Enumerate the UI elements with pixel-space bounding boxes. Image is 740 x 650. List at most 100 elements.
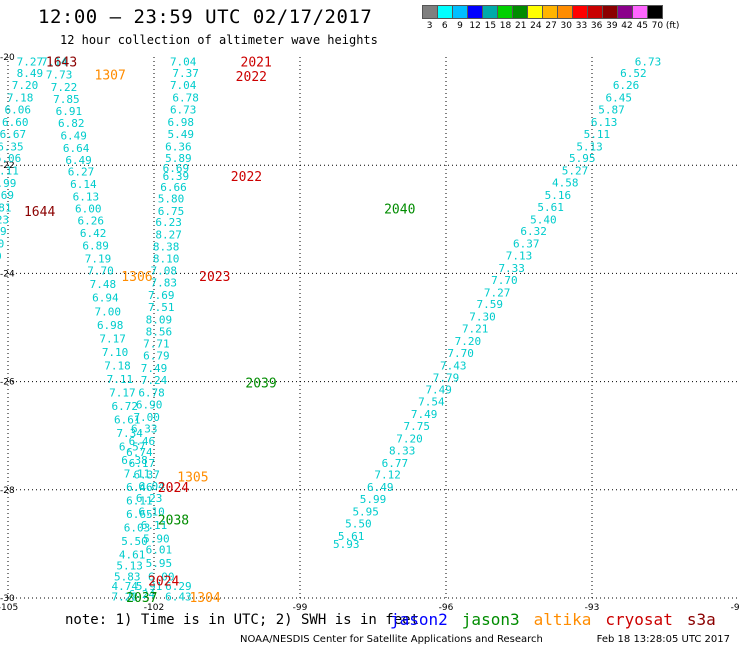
swh-point: 6.11 [141,519,168,532]
swh-point: 5.80 [158,193,185,206]
swh-point: 5.61 [537,201,564,214]
colorbar-label: 27 [545,21,557,31]
swh-point: 6.35 [0,140,24,153]
swh-point: 5.16 [545,189,572,202]
swh-point: 6.60 [0,238,4,251]
swh-point: 5.50 [121,535,148,548]
swh-point: 7.70 [87,265,114,278]
swh-point: 7.73 [46,68,73,81]
colorbar-label: 70 [651,21,664,31]
swh-point: 6.61 [114,413,141,426]
time-label: 2040 [384,202,415,217]
x-tick-label: -90 [731,603,740,613]
swh-point: 6.46 [129,435,156,448]
time-label: 2022 [236,70,267,85]
colorbar-swatch [617,5,633,19]
swh-point: 6.79 [143,350,170,363]
swh-point: 7.20 [396,432,423,445]
swh-point: 7.13 [506,250,533,263]
y-tick-label: -22 [0,161,15,171]
swh-point: 5.27 [562,165,589,178]
colorbar-swatch [422,5,438,19]
colorbar-label: 36 [590,21,603,31]
colorbar-swatch [437,5,453,19]
swh-point: 6.99 [0,177,16,190]
legend-entry: altika [533,610,592,629]
swh-point: 6.57 [119,441,146,454]
swh-point: 7.33 [498,262,525,275]
colorbar-label: 21 [514,21,527,31]
x-tick-label: -105 [0,603,18,613]
swh-point: 6.78 [172,92,199,105]
swh-point: 7.11 [107,373,134,386]
swh-point: 8.56 [146,325,173,338]
credit-source: NOAA/NESDIS Center for Satellite Applica… [240,634,543,645]
time-label: 1306 [121,270,152,285]
swh-point: 8.09 [146,313,173,326]
colorbar-swatch [632,5,648,19]
swh-point: 5.50 [345,517,372,530]
swh-point: 7.08 [150,265,177,278]
time-label: 2037 [126,591,157,606]
swh-point: 6.36 [165,140,192,153]
swh-point: 6.49 [60,129,87,142]
time-label: 2021 [241,55,272,70]
colorbar-label: 42 [621,21,633,31]
credit-timestamp: Feb 18 13:28:05 UTC 2017 [596,634,730,645]
swh-point: 6.67 [0,128,26,141]
swh-point: 6.42 [80,227,107,240]
y-tick-label: -28 [0,486,15,496]
swh-point: 6.45 [606,92,633,105]
swh-point: 7.19 [85,252,112,265]
swh-point: 7.22 [51,81,78,94]
swh-point: 8.33 [389,444,416,457]
satellite-legend: jason2 jason3 altika cryosat s3a [390,610,716,629]
swh-point: 7.70 [447,347,474,360]
swh-point: 7.51 [148,301,175,314]
swh-point: 5.11 [0,165,19,178]
swh-point: 6.98 [168,116,195,129]
swh-point: 7.19 [0,225,7,238]
swh-point: 5.23 [0,213,9,226]
swh-point: 5.93 [333,538,360,551]
swh-point: 6.73 [635,55,662,68]
swh-point: 7.20 [455,335,482,348]
colorbar-swatch [497,5,513,19]
swh-point: 6.49 [65,154,92,167]
colorbar-swatch [452,5,468,19]
swh-point: 5.95 [569,152,596,165]
swh-point: 7.04 [170,55,197,68]
swh-point: 6.75 [158,205,185,218]
time-label: 2024 [148,575,179,590]
units-note: note: 1) Time is in UTC; 2) SWH is in fe… [65,612,420,628]
time-label: 2024 [158,481,189,496]
time-label: 1644 [24,205,55,220]
colorbar-swatch [527,5,543,19]
swh-point: 6.00 [75,202,102,215]
swh-point: 8.10 [153,252,180,265]
swh-point: 6.49 [367,481,394,494]
time-label: 1304 [189,591,220,606]
swh-point: 7.34 [116,427,143,440]
legend-entry: jason3 [461,610,520,629]
y-tick-label: -24 [0,269,15,279]
axis-tick-labels: -105 -102 -99 -96 -93 -90 -20 -22 -24 -26 -28 -30 [0,53,740,613]
chart-title: 12:00 – 23:59 UTC 02/17/2017 [38,6,373,28]
swh-point: 7.75 [404,420,431,433]
x-tick-label: -96 [439,603,454,613]
swh-point: 6.06 [0,152,21,165]
swh-point: 6.37 [133,469,160,482]
swh-point: 5.87 [598,103,625,116]
swh-point: 6.00 [148,570,175,583]
swh-point: 6.74 [126,446,153,459]
swh-point: 7.49 [425,384,452,397]
swh-point: 6.38 [121,454,148,467]
time-label: 1307 [95,68,126,83]
swh-point: 6.26 [77,214,104,227]
swh-point: 6.66 [160,181,187,194]
colorbar-label: (ft) [665,21,680,31]
swh-point: 6.64 [63,142,90,155]
swh-point: 5.49 [168,128,195,141]
swh-point: 6.10 [138,505,165,518]
swh-point: 7.49 [141,362,168,375]
